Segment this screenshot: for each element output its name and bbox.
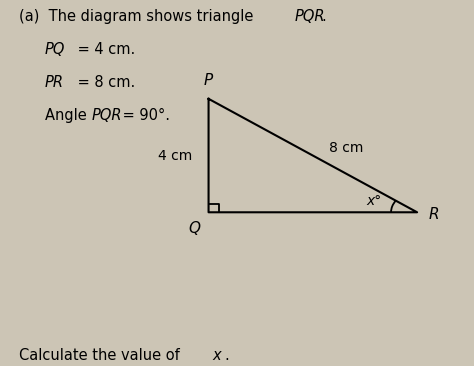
- Text: x: x: [212, 348, 221, 363]
- Text: = 8 cm.: = 8 cm.: [73, 75, 136, 90]
- Text: x°: x°: [367, 194, 382, 208]
- Text: 8 cm: 8 cm: [329, 141, 363, 155]
- Text: R: R: [429, 207, 439, 221]
- Text: PQ: PQ: [45, 42, 65, 57]
- Text: .: .: [224, 348, 229, 363]
- Text: .: .: [322, 9, 327, 24]
- Text: = 90°.: = 90°.: [118, 108, 171, 123]
- Text: PR: PR: [45, 75, 64, 90]
- Text: = 4 cm.: = 4 cm.: [73, 42, 136, 57]
- Text: P: P: [204, 73, 213, 88]
- Text: Angle: Angle: [45, 108, 91, 123]
- Text: (a)  The diagram shows triangle: (a) The diagram shows triangle: [19, 9, 258, 24]
- Text: 4 cm: 4 cm: [158, 149, 192, 163]
- Text: PQR: PQR: [91, 108, 122, 123]
- Text: Q: Q: [188, 221, 201, 236]
- Text: PQR: PQR: [295, 9, 325, 24]
- Text: Calculate the value of: Calculate the value of: [19, 348, 184, 363]
